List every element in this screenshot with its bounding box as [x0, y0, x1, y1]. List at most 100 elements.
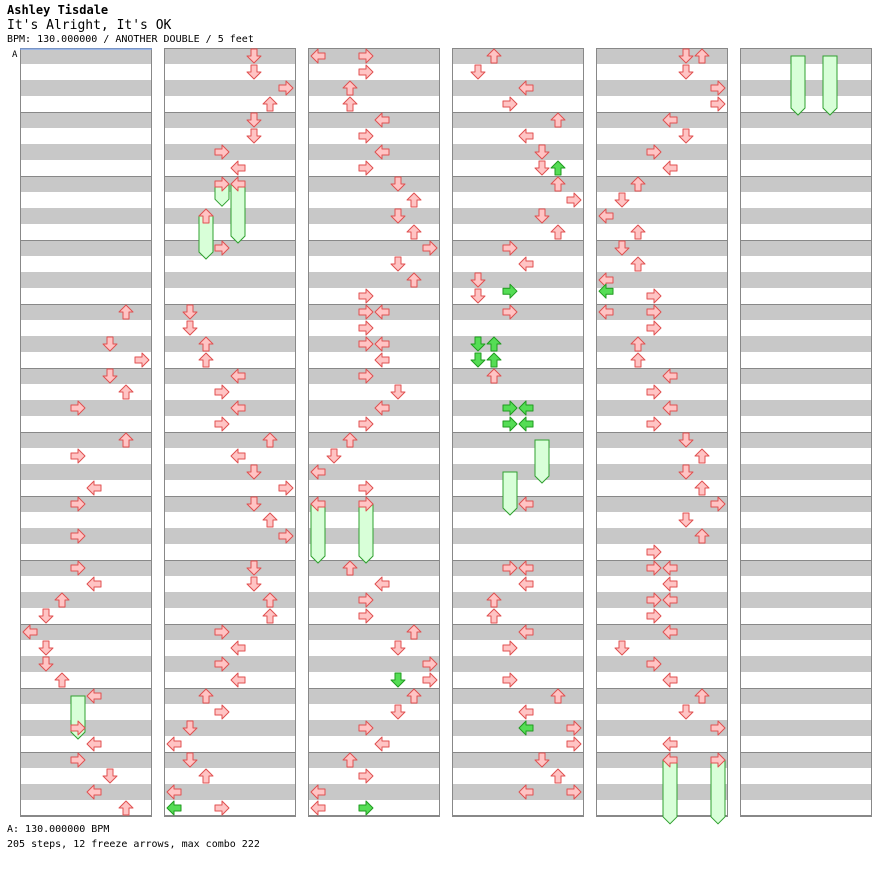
beat-stripe: [164, 48, 296, 64]
chart-info: BPM: 130.000000 / ANOTHER DOUBLE / 5 fee…: [7, 34, 254, 45]
step-arrow-left: [518, 720, 534, 736]
beat-stripe: [596, 80, 728, 96]
beat-stripe: [308, 240, 440, 256]
freeze-arrow: [790, 55, 806, 116]
beat-stripe: [164, 752, 296, 768]
step-arrow-left: [310, 464, 326, 480]
beat-stripe: [164, 656, 296, 672]
step-arrow-up: [118, 800, 134, 816]
step-arrow-up: [406, 224, 422, 240]
beat-stripe: [20, 624, 152, 640]
step-arrow-up: [550, 112, 566, 128]
step-arrow-up: [630, 352, 646, 368]
beat-stripe: [740, 240, 872, 256]
freeze-arrow: [534, 439, 550, 484]
beat-stripe: [20, 560, 152, 576]
bpm-marker: A: [12, 48, 152, 60]
step-arrow-up: [550, 176, 566, 192]
beat-stripe: [452, 528, 584, 544]
beat-stripe: [740, 368, 872, 384]
step-arrow-right: [214, 656, 230, 672]
step-arrow-down: [182, 720, 198, 736]
freeze-arrow: [710, 759, 726, 825]
step-arrow-down: [534, 160, 550, 176]
step-arrow-down: [102, 368, 118, 384]
beat-stripe: [740, 624, 872, 640]
beat-stripe: [308, 432, 440, 448]
song-title: It's Alright, It's OK: [7, 18, 172, 33]
beat-stripe: [740, 688, 872, 704]
step-arrow-right: [646, 144, 662, 160]
step-arrow-right: [646, 560, 662, 576]
beat-stripe: [308, 752, 440, 768]
beat-stripe: [308, 400, 440, 416]
beat-stripe: [308, 624, 440, 640]
beat-stripe: [596, 176, 728, 192]
step-arrow-up: [198, 208, 214, 224]
beat-stripe: [20, 720, 152, 736]
beat-stripe: [596, 784, 728, 800]
chart-column-5: [596, 48, 728, 825]
beat-stripe: [596, 208, 728, 224]
chart-column-4: [452, 48, 584, 817]
step-arrow-down: [246, 464, 262, 480]
step-arrow-down: [534, 144, 550, 160]
beat-stripe: [452, 304, 584, 320]
freeze-arrow: [822, 55, 838, 116]
step-arrow-right: [710, 96, 726, 112]
step-arrow-down: [246, 64, 262, 80]
chart-column-3: [308, 48, 440, 817]
step-arrow-down: [246, 128, 262, 144]
beat-stripe: [20, 208, 152, 224]
step-arrow-right: [358, 416, 374, 432]
step-arrow-left: [374, 576, 390, 592]
beat-stripe: [452, 464, 584, 480]
column-frame: [308, 48, 440, 816]
step-arrow-left: [662, 624, 678, 640]
step-arrow-left: [230, 448, 246, 464]
step-arrow-right: [502, 400, 518, 416]
step-arrow-down: [678, 48, 694, 64]
step-arrow-left: [86, 480, 102, 496]
step-arrow-left: [374, 336, 390, 352]
step-arrow-down: [326, 448, 342, 464]
beat-stripe: [452, 208, 584, 224]
step-arrow-left: [374, 112, 390, 128]
beat-stripe: [596, 368, 728, 384]
beat-stripe: [452, 688, 584, 704]
step-arrow-right: [502, 304, 518, 320]
step-arrow-up: [630, 224, 646, 240]
beat-stripe: [740, 560, 872, 576]
step-arrow-right: [422, 672, 438, 688]
beat-stripe: [164, 464, 296, 480]
beat-stripe: [452, 624, 584, 640]
step-arrow-left: [518, 128, 534, 144]
step-arrow-up: [630, 176, 646, 192]
beat-stripe: [596, 528, 728, 544]
beat-stripe: [164, 400, 296, 416]
step-arrow-right: [358, 496, 374, 512]
step-arrow-left: [374, 144, 390, 160]
beat-stripe: [740, 784, 872, 800]
step-arrow-up: [198, 352, 214, 368]
step-arrow-right: [566, 736, 582, 752]
step-arrow-right: [566, 192, 582, 208]
step-arrow-up: [54, 592, 70, 608]
step-arrow-right: [70, 752, 86, 768]
step-arrow-up: [262, 512, 278, 528]
step-arrow-right: [358, 48, 374, 64]
artist-name: Ashley Tisdale: [7, 3, 109, 17]
step-arrow-right: [646, 384, 662, 400]
step-arrow-up: [406, 688, 422, 704]
step-arrow-left: [518, 400, 534, 416]
beat-stripe: [164, 784, 296, 800]
step-arrow-right: [646, 656, 662, 672]
chart-column-2: [164, 48, 296, 817]
step-arrow-down: [390, 672, 406, 688]
step-arrow-down: [678, 512, 694, 528]
step-arrow-right: [214, 624, 230, 640]
beat-stripe: [20, 272, 152, 288]
beat-stripe: [452, 368, 584, 384]
beat-stripe: [596, 624, 728, 640]
beat-stripe: [452, 240, 584, 256]
